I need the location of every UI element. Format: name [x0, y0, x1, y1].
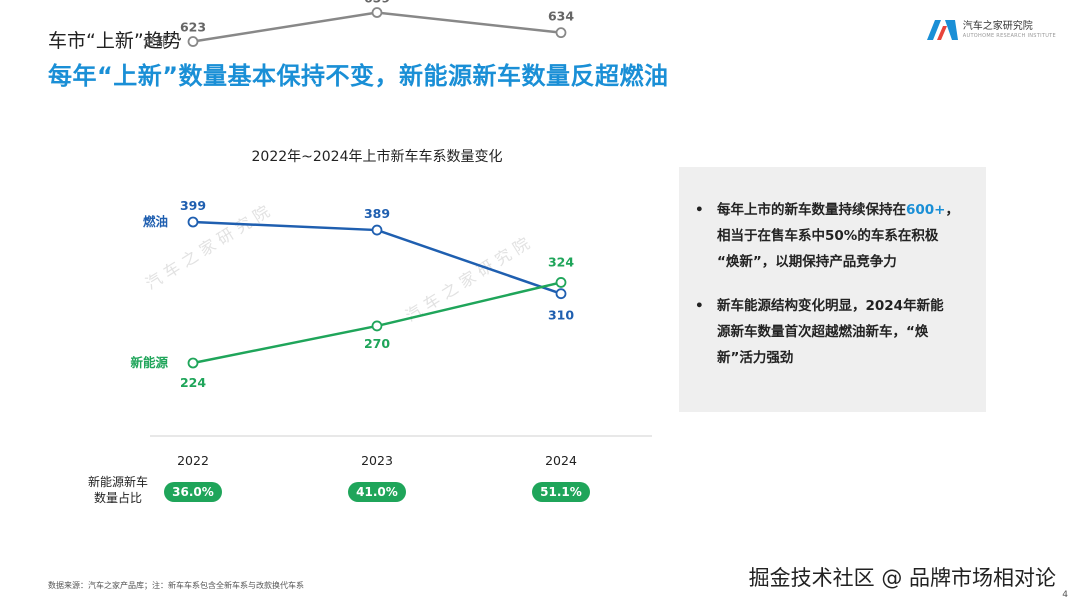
- data-label: 634: [548, 9, 574, 24]
- series-name-label: 全部: [143, 34, 168, 49]
- data-label: 399: [180, 198, 206, 213]
- page-headline: 每年“上新”数量基本保持不变，新能源新车数量反超燃油: [48, 62, 669, 90]
- data-point: [187, 216, 199, 228]
- bullet-2-line3: 新”活力强劲: [717, 350, 794, 366]
- brand-logo: 汽车之家研究院 AUTOHOME RESEARCH INSTITUTE: [925, 18, 1056, 42]
- data-point: [555, 277, 567, 288]
- bullet-1-line2: 相当于在售车系中50%的车系在积极: [717, 228, 939, 244]
- bullet-1-line3: “焕新”，以期保持产品竞争力: [717, 254, 897, 270]
- series-1: 399 389 310 燃油: [143, 198, 574, 323]
- series-2: 224 270 324 新能源: [130, 254, 574, 390]
- bullet-1-text: 每年上市的新车数量持续保持在: [717, 202, 906, 218]
- bullet-dot: •: [695, 202, 704, 218]
- line-chart: 2022年~2024年上市新车车系数量变化 汽 车 之 家 研 究 院 汽 车 …: [88, 0, 652, 505]
- share-row-label-line1: 新能源新车: [88, 474, 148, 489]
- data-label: 659: [364, 0, 390, 6]
- x-tick-label: 2023: [361, 453, 393, 468]
- logo-mark-icon: [926, 20, 958, 40]
- share-badge-bg: [348, 482, 406, 502]
- series-name-label: 新能源: [130, 355, 168, 370]
- share-badge-value: 51.1%: [540, 485, 582, 499]
- data-point: [371, 224, 383, 236]
- data-point: [555, 288, 567, 300]
- bullet-1-punct: ，: [945, 202, 960, 218]
- share-badge-value: 36.0%: [172, 485, 214, 499]
- logo-subtext: AUTOHOME RESEARCH INSTITUTE: [962, 33, 1056, 39]
- data-label: 310: [548, 308, 574, 323]
- data-label: 623: [180, 20, 206, 35]
- bullet-dot: •: [695, 298, 704, 314]
- share-badge-value: 41.0%: [356, 485, 398, 499]
- data-label: 324: [548, 254, 574, 269]
- share-row-label-line2: 数量占比: [94, 490, 142, 505]
- bullet-2-line2: 源新车数量首次超越燃油新车，“焕: [717, 324, 929, 340]
- data-point: [187, 357, 199, 369]
- share-badge: 36.0%: [164, 482, 222, 502]
- share-badge-bg: [532, 482, 590, 502]
- data-label: 270: [364, 336, 390, 351]
- data-point: [371, 320, 383, 332]
- series-0: 623 659 634 全部: [143, 0, 574, 49]
- chart-watermark-2: 汽 车 之 家 研 究 院: [402, 234, 533, 326]
- x-tick-label: 2022: [177, 453, 209, 468]
- chart-title: 2022年~2024年上市新车车系数量变化: [252, 148, 503, 165]
- site-watermark: 掘金技术社区 @ 品牌市场相对论: [748, 566, 1056, 590]
- source-note: 数据来源：汽车之家产品库；注：新车车系包含全新车系与改款换代车系: [48, 581, 304, 590]
- share-badge: 41.0%: [348, 482, 406, 502]
- bullet-2-text: 新车能源结构变化明显，2024年新能: [717, 298, 944, 314]
- data-label: 389: [364, 206, 390, 221]
- insight-bullet-1: • 每年上市的新车数量持续保持在600+， 相当于在售车系中50%的车系在积极 …: [695, 197, 972, 275]
- data-point: [187, 36, 199, 47]
- logo-text: 汽车之家研究院: [962, 21, 1033, 32]
- series-name-label: 燃油: [143, 214, 168, 229]
- insight-box: • 每年上市的新车数量持续保持在600+， 相当于在售车系中50%的车系在积极 …: [679, 167, 986, 412]
- share-badge: 51.1%: [532, 482, 590, 502]
- share-badge-bg: [164, 482, 222, 502]
- insight-bullet-2: • 新车能源结构变化明显，2024年新能 源新车数量首次超越燃油新车，“焕 新”…: [695, 293, 972, 371]
- bullet-1-highlight: 600+: [906, 202, 946, 218]
- section-label: 车市“上新”趋势: [48, 30, 182, 52]
- page-number: 4: [1062, 590, 1068, 600]
- data-label: 224: [180, 375, 206, 390]
- data-point: [555, 27, 567, 39]
- data-point: [371, 7, 383, 18]
- x-tick-label: 2024: [545, 453, 577, 468]
